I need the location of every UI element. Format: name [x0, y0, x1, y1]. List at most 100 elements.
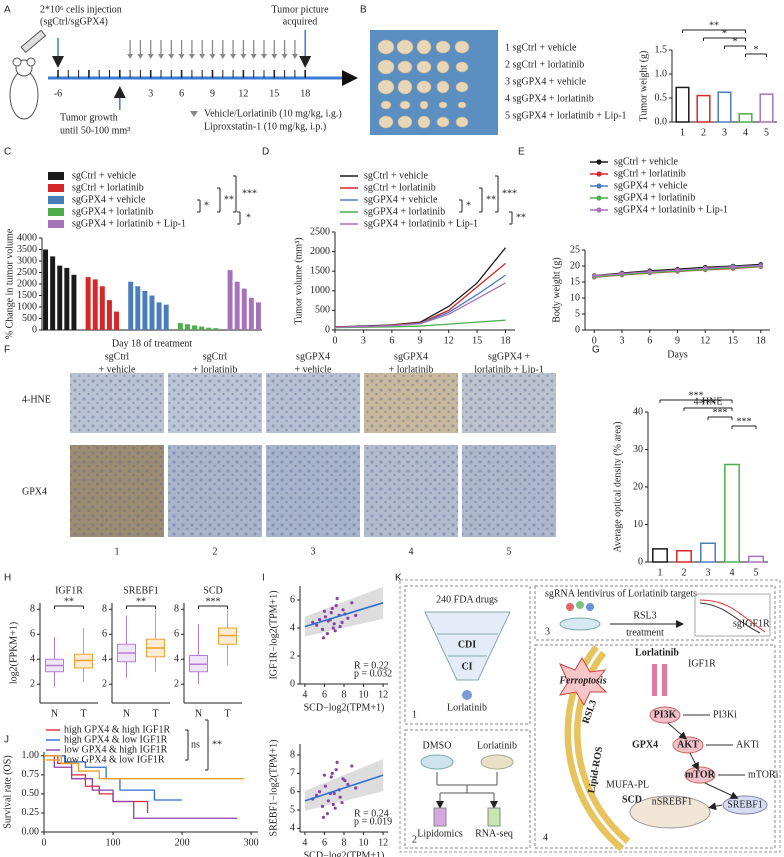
survival-curve [44, 755, 245, 780]
x-tick-label: 8 [342, 837, 347, 848]
label: RSL3 [633, 610, 656, 621]
x-tick-label: 12 [700, 335, 710, 346]
bar [675, 86, 690, 123]
label: 3 [545, 626, 550, 637]
shape [420, 754, 454, 770]
x-tick-label: 15 [472, 335, 482, 346]
column-number: 2 [213, 546, 218, 557]
curve-frame [694, 593, 771, 637]
legend-label: low GPX4 & low IGF1R [64, 754, 165, 765]
significance: *** [502, 188, 517, 199]
point [334, 768, 338, 772]
bar [248, 297, 254, 330]
y-tick-label: 6 [102, 629, 107, 640]
y-tick-label: 2 [174, 679, 179, 690]
y-tick-label: 500 [315, 305, 330, 316]
bar [717, 91, 732, 123]
x-tick-label: 3 [706, 567, 711, 578]
label: AKTi [736, 739, 759, 750]
legend-label: sgGPX4 + lorlatinib + Lip-1 [614, 204, 728, 215]
dose-arrowhead [230, 54, 237, 59]
bar [241, 288, 247, 330]
label: SCD [622, 794, 642, 805]
bar [177, 323, 183, 330]
y-tick-label: 0 [325, 324, 330, 335]
line [334, 247, 507, 328]
y-tick-label: 4 [30, 654, 35, 665]
micrograph-texture [70, 445, 164, 537]
y-tick-label: 2000 [310, 246, 330, 257]
x-tick-label: 0 [333, 335, 338, 346]
bar [92, 279, 98, 330]
y-tick-label: 4 [290, 622, 295, 633]
x-tick-label: 12 [444, 335, 454, 346]
label: SREBF1 [727, 799, 763, 810]
shape [559, 617, 601, 631]
point [317, 618, 322, 622]
point [350, 764, 354, 768]
x-tick-label: 6 [389, 335, 394, 346]
point [330, 771, 334, 775]
x-tick-label: 0 [592, 335, 597, 346]
point [332, 791, 336, 796]
shape [672, 736, 704, 754]
y-tick-label: 4 [102, 654, 107, 665]
box-1 [404, 585, 531, 725]
label: Vehicle/Lorlatinib (10 mg/kg, i.g.) [204, 108, 342, 119]
panel-label: G [592, 345, 600, 356]
trend-line [304, 602, 384, 628]
y-tick-label: 1.00 [22, 750, 40, 761]
y-tick-label: 5 [575, 308, 580, 319]
y-axis-label: Tumor volume (mm³) [293, 237, 304, 324]
legend-marker [596, 183, 602, 189]
x-tick-label: 10 [359, 837, 369, 848]
point [619, 271, 625, 276]
dose-arrowhead [147, 54, 154, 59]
mouse-icon [9, 29, 47, 120]
dose-arrowhead [271, 54, 278, 59]
label: sgIGF1R [733, 618, 770, 629]
micrograph-texture [266, 373, 360, 433]
line [334, 262, 506, 328]
bar [163, 304, 169, 330]
x-tick-label: T [152, 708, 158, 719]
y-axis-label: Tumor weight (g) [638, 51, 649, 122]
significance: ** [64, 596, 74, 607]
label: Tumor picture [271, 4, 329, 15]
label: PI3K [654, 709, 677, 720]
day-label: 6 [179, 88, 184, 99]
bar [255, 302, 261, 330]
point [340, 801, 344, 805]
trend-line [304, 774, 384, 802]
y-tick-label: 4 [174, 654, 179, 665]
column-number: 5 [507, 546, 512, 557]
bar [738, 113, 753, 123]
y-tick-label: 2500 [310, 226, 330, 237]
significance: ** [709, 20, 719, 31]
y-tick-label: 2000 [17, 278, 37, 289]
rule [689, 752, 699, 771]
chart-title: IGF1R [55, 585, 83, 596]
dose-arrowhead [199, 54, 206, 59]
point [335, 760, 339, 764]
bar [156, 302, 162, 330]
point [338, 795, 342, 799]
point [730, 264, 736, 270]
column-header: sgGPX4 [296, 351, 330, 362]
label: CDI [458, 639, 476, 650]
significance: ** [136, 596, 146, 607]
y-tick-label: 1.0 [655, 68, 668, 79]
x-tick-label: N [123, 708, 130, 719]
label: 4 [543, 832, 548, 843]
label: MUFA-PL [606, 779, 649, 790]
y-axis-label: SREBF1−log2(TPM+1) [268, 740, 279, 837]
significance: *** [713, 407, 728, 418]
bar [696, 94, 711, 123]
panel-label: B [360, 5, 367, 16]
label: p = 0.032 [354, 668, 392, 679]
bar [234, 281, 240, 330]
column-number: 1 [115, 546, 120, 557]
curve [699, 602, 761, 634]
x-tick-label: 10 [359, 689, 369, 700]
bar [759, 93, 774, 123]
